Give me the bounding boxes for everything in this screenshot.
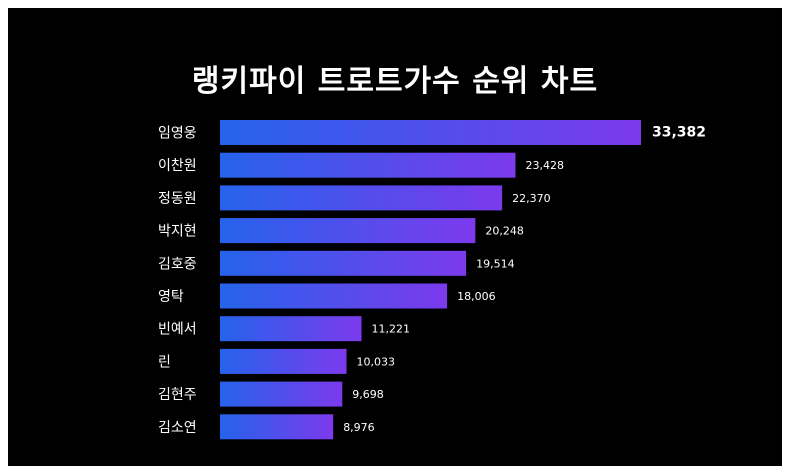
value-label: 11,221 [372,323,411,336]
value-label: 10,033 [357,355,396,368]
bar [220,283,448,309]
bar [220,414,334,440]
value-label: 33,382 [652,125,706,141]
category-label: 김소연 [158,420,197,436]
category-label: 임영웅 [158,126,197,142]
value-label: 22,370 [512,192,551,205]
category-label: 정동원 [158,191,197,207]
bar [220,348,347,374]
chart-title: 랭키파이 트로트가수 순위 차트 [191,64,599,99]
value-label: 18,006 [457,290,496,303]
bar [220,381,343,407]
category-label: 영탁 [158,289,184,305]
category-label: 이찬원 [158,158,197,174]
value-label: 9,698 [352,388,384,401]
category-label: 김호중 [158,256,197,272]
bar [220,218,476,244]
bar [220,316,362,342]
bar [220,120,641,145]
value-label: 23,428 [525,159,564,172]
category-label: 린 [158,354,171,370]
bar [220,250,467,276]
category-label: 빈예서 [158,322,197,338]
value-label: 19,514 [476,257,515,270]
bar [220,152,516,178]
bar-chart: 임영웅 33,382 이찬원 23,428 정동원 22,370 박지현 20,248 김호중 1… [158,120,706,440]
bars-group: 임영웅 33,382 이찬원 23,428 정동원 22,370 박지현 20,248 김호중 1… [158,120,706,440]
category-label: 김현주 [158,387,197,403]
value-label: 20,248 [485,225,523,238]
value-label: 8,976 [343,421,375,434]
chart-frame: 랭키파이 트로트가수 순위 차트 임영웅 33,382 이찬원 23,428 정동원 22… [8,8,782,466]
bar [220,185,503,211]
category-label: 박지현 [158,224,197,240]
